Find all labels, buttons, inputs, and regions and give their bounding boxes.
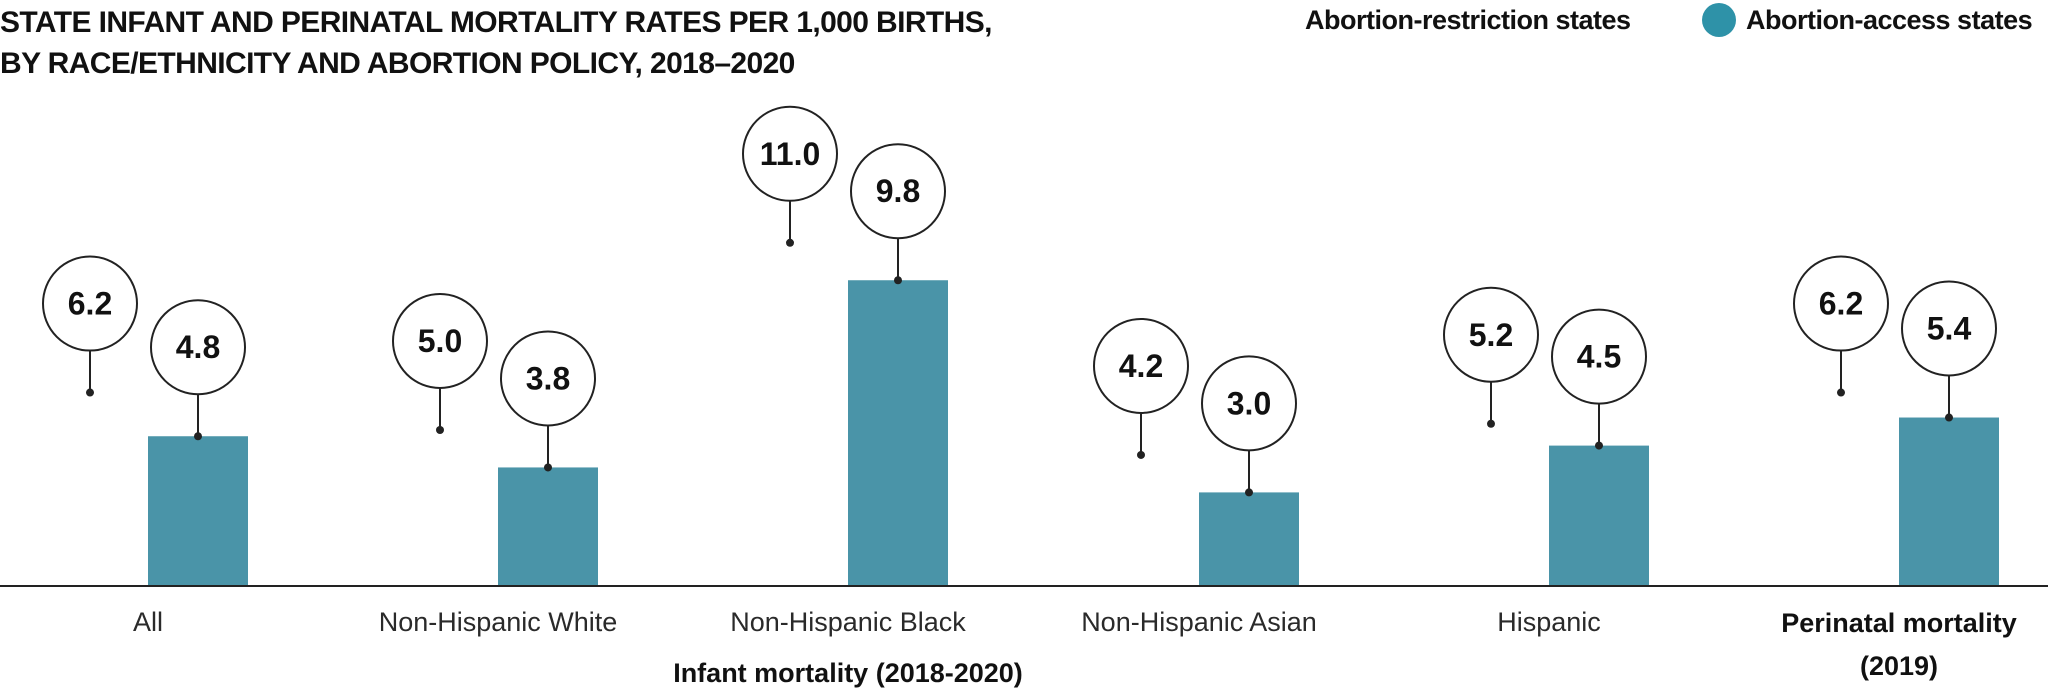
access-value-bubble [1201,355,1297,452]
access-value-bubble [500,330,596,427]
access-point [544,463,552,472]
restriction-point [436,426,444,434]
access-point [894,276,902,285]
access-value-label: 4.8 [176,329,220,365]
category-group: 11.0 9.8 Non-Hispanic Black [730,105,966,637]
legend-access-label: Abortion-access states [1746,5,2033,35]
restriction-value-bubble [1093,317,1189,414]
restriction-point [1137,450,1145,459]
restriction-value-bubble [42,255,138,352]
access-value-label: 9.8 [876,173,920,209]
chart-title: STATE INFANT AND PERINATAL MORTALITY RAT… [0,2,1100,84]
category-label: Hispanic [1497,607,1601,637]
access-bar [148,436,248,586]
restriction-value-bubble [1793,255,1889,352]
category-label: Non-Hispanic Asian [1081,607,1317,637]
category-group: 5.0 3.8 Non-Hispanic White [379,293,618,637]
access-value-label: 5.4 [1927,311,1972,347]
restriction-value-label: 4.2 [1119,348,1163,384]
restriction-value-label: 6.2 [1819,286,1863,322]
access-point [1595,441,1603,450]
access-point [194,432,202,441]
category-group: 4.2 3.0 Non-Hispanic Asian [1081,317,1317,637]
restriction-value-label: 6.2 [68,286,112,322]
access-bar [1549,445,1649,586]
access-bar [848,280,948,586]
access-point [1945,413,1953,422]
access-bar [1899,417,1999,586]
restriction-value-label: 11.0 [760,136,821,172]
category-label: Non-Hispanic White [379,607,618,637]
access-value-bubble [150,299,246,396]
restriction-point [1837,388,1845,397]
restriction-point [1487,419,1495,428]
legend-access-swatch [1702,3,1736,37]
restriction-value-label: 5.2 [1469,317,1513,353]
restriction-value-label: 5.0 [418,323,462,359]
restriction-value-bubble [392,293,488,389]
category-label: Perinatal mortality [1781,608,2017,638]
category-group: 5.2 4.5 Hispanic [1443,286,1649,637]
access-value-bubble [1901,280,1997,377]
restriction-point [86,388,94,397]
access-value-bubble [1551,308,1647,405]
chart-title-line-1: STATE INFANT AND PERINATAL MORTALITY RAT… [0,6,992,39]
access-bar [498,467,598,586]
access-point [1245,488,1253,497]
category-label: Non-Hispanic Black [730,607,966,637]
access-value-label: 4.5 [1577,339,1621,375]
access-bar [1199,492,1299,586]
legend-restriction-label: Abortion-restriction states [1305,5,1631,35]
category-group: 6.2 5.4 Perinatal mortality (2019) [1781,255,2017,681]
restriction-value-bubble [742,105,838,202]
category-group: 6.2 4.8 All [42,255,248,637]
access-value-label: 3.8 [526,360,570,396]
restriction-value-bubble [1443,286,1539,383]
access-value-label: 3.0 [1227,385,1271,421]
category-label-line-2: (2019) [1860,651,1938,681]
restriction-point [786,238,794,247]
access-value-bubble [850,143,946,240]
chart-title-line-2: BY RACE/ETHNICITY AND ABORTION POLICY, 2… [0,47,795,80]
group-label: Infant mortality (2018-2020) [673,658,1023,688]
category-label: All [133,607,163,637]
